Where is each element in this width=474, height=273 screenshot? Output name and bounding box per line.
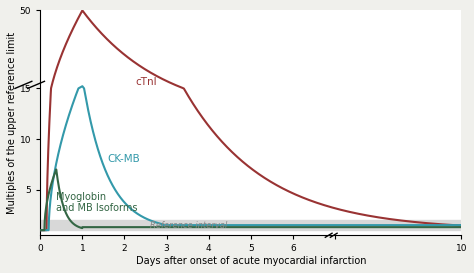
Text: Reference interval: Reference interval [150, 221, 227, 230]
Text: Myoglobin
and MB Isoforms: Myoglobin and MB Isoforms [56, 192, 138, 213]
Text: cTnI: cTnI [135, 77, 156, 87]
Bar [40, 220, 461, 230]
X-axis label: Days after onset of acute myocardial infarction: Days after onset of acute myocardial inf… [136, 256, 366, 266]
Y-axis label: Multiples of the upper reference limit: Multiples of the upper reference limit [7, 32, 17, 214]
Text: CK-MB: CK-MB [108, 154, 140, 164]
